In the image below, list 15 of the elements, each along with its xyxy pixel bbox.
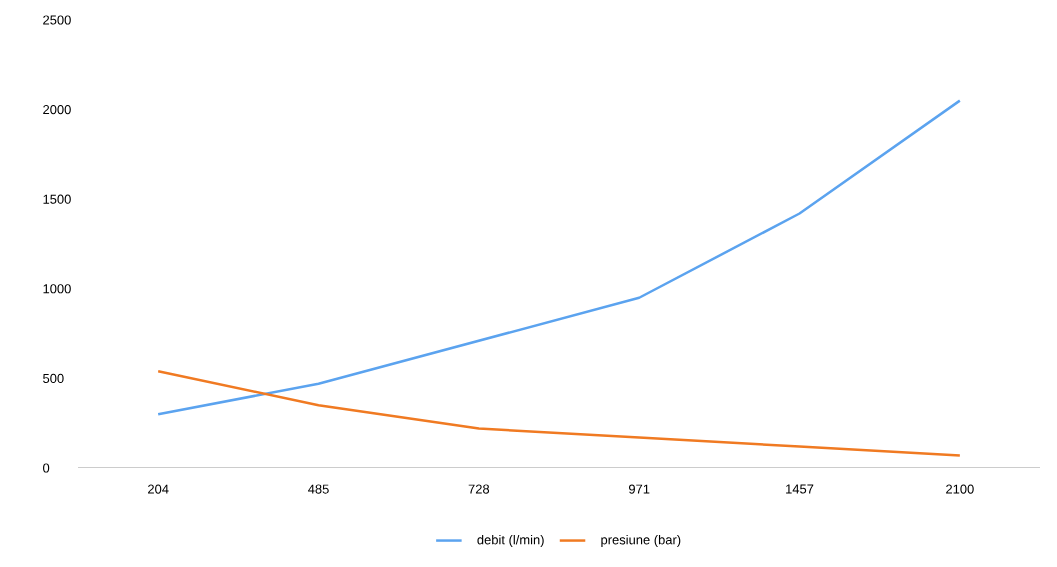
x-tick-label: 1457 [786, 484, 814, 494]
y-tick-label: 1500 [43, 194, 71, 204]
legend-label: presiune (bar) [601, 534, 681, 547]
x-tick-label: 204 [148, 484, 169, 494]
x-tick-label: 485 [308, 484, 329, 494]
y-tick-label: 1000 [43, 284, 71, 294]
y-tick-label: 2500 [43, 15, 71, 25]
line-series [156, 369, 962, 457]
y-tick-label: 500 [43, 373, 64, 383]
y-tick-label: 2000 [43, 105, 71, 115]
x-tick-label: 971 [628, 484, 650, 494]
legend-label: debit (l/min) [477, 534, 544, 547]
x-tick-label: 2100 [946, 484, 974, 494]
x-tick-label: 728 [468, 484, 490, 494]
y-tick-label: 0 [43, 463, 50, 473]
